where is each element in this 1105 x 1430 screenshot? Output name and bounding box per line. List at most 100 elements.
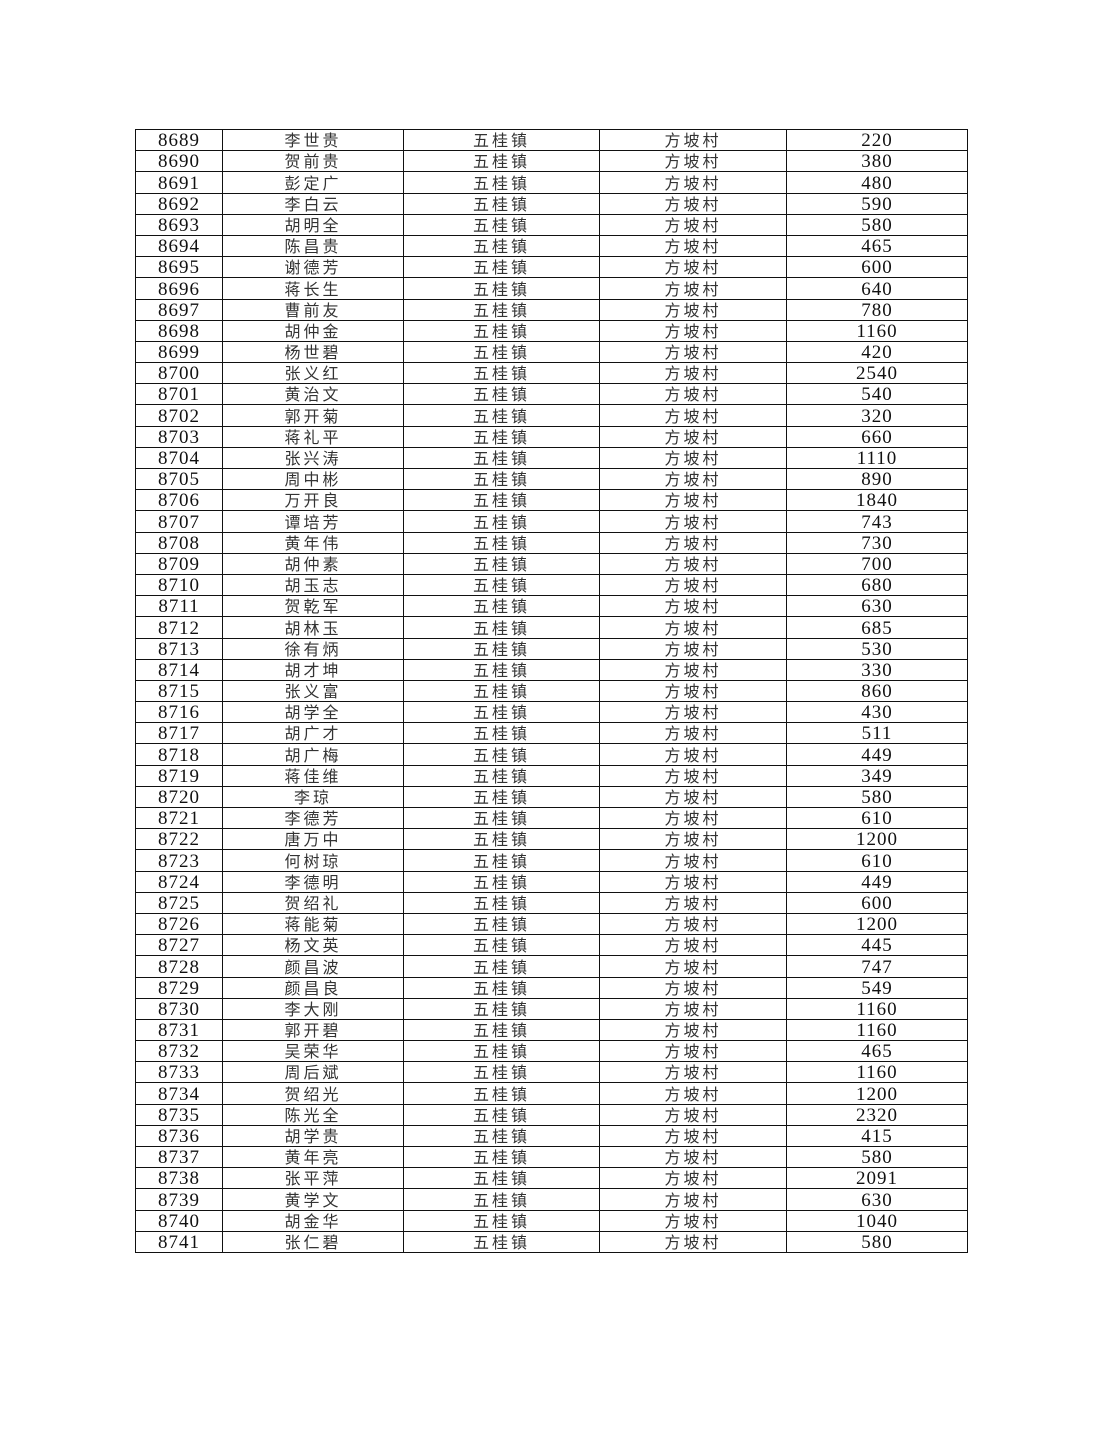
cell-village: 方坡村 — [599, 722, 787, 745]
table-row: 8709 胡仲素 五桂镇 方坡村 700 — [135, 552, 968, 575]
cell-town: 五桂镇 — [403, 489, 600, 512]
table-row: 8722 唐万中 五桂镇 方坡村 1200 — [135, 828, 968, 851]
cell-name: 贺前贵 — [222, 150, 404, 173]
cell-amount: 2540 — [786, 362, 968, 385]
cell-village: 方坡村 — [599, 764, 787, 787]
cell-id: 8697 — [135, 298, 223, 321]
cell-id: 8689 — [135, 128, 223, 152]
cell-village: 方坡村 — [599, 383, 787, 406]
cell-town: 五桂镇 — [403, 213, 600, 236]
cell-village: 方坡村 — [599, 701, 787, 724]
cell-name: 黄年亮 — [222, 1145, 404, 1169]
cell-town: 五桂镇 — [403, 870, 600, 893]
cell-name: 颜昌波 — [222, 955, 404, 978]
cell-id: 8741 — [135, 1230, 223, 1253]
cell-village: 方坡村 — [599, 828, 787, 851]
cell-id: 8690 — [135, 150, 223, 173]
table-row: 8716 胡学全 五桂镇 方坡村 430 — [135, 701, 968, 724]
cell-village: 方坡村 — [599, 467, 787, 491]
table-row: 8734 贺绍光 五桂镇 方坡村 1200 — [135, 1082, 968, 1105]
cell-name: 李琼 — [222, 785, 404, 809]
cell-village: 方坡村 — [599, 1188, 787, 1211]
cell-id: 8700 — [135, 362, 223, 385]
cell-id: 8729 — [135, 976, 223, 999]
cell-village: 方坡村 — [599, 489, 787, 512]
cell-id: 8730 — [135, 997, 223, 1020]
cell-name: 蒋佳维 — [222, 764, 404, 787]
cell-town: 五桂镇 — [403, 404, 600, 427]
cell-village: 方坡村 — [599, 1145, 787, 1169]
cell-town: 五桂镇 — [403, 955, 600, 978]
cell-village: 方坡村 — [599, 340, 787, 364]
cell-town: 五桂镇 — [403, 128, 600, 152]
cell-id: 8722 — [135, 828, 223, 851]
cell-amount: 610 — [786, 849, 968, 872]
cell-town: 五桂镇 — [403, 1230, 600, 1253]
cell-amount: 540 — [786, 383, 968, 406]
cell-id: 8698 — [135, 319, 223, 342]
cell-amount: 449 — [786, 743, 968, 766]
cell-village: 方坡村 — [599, 298, 787, 321]
cell-amount: 2320 — [786, 1103, 968, 1126]
cell-name: 吴荣华 — [222, 1040, 404, 1063]
cell-id: 8717 — [135, 722, 223, 745]
cell-name: 张义红 — [222, 362, 404, 385]
table-row: 8704 张兴涛 五桂镇 方坡村 1110 — [135, 446, 968, 470]
table-row: 8730 李大刚 五桂镇 方坡村 1160 — [135, 997, 968, 1020]
table-row: 8689 李世贵 五桂镇 方坡村 220 — [135, 128, 968, 152]
cell-town: 五桂镇 — [403, 1167, 600, 1190]
cell-amount: 511 — [786, 722, 968, 745]
cell-village: 方坡村 — [599, 891, 787, 914]
cell-town: 五桂镇 — [403, 510, 600, 533]
cell-id: 8693 — [135, 213, 223, 236]
cell-name: 谢德芳 — [222, 256, 404, 279]
cell-amount: 430 — [786, 701, 968, 724]
cell-village: 方坡村 — [599, 234, 787, 258]
table-row: 8696 蒋长生 五桂镇 方坡村 640 — [135, 277, 968, 300]
cell-name: 胡金华 — [222, 1209, 404, 1232]
cell-name: 李白云 — [222, 192, 404, 215]
cell-amount: 580 — [786, 1230, 968, 1253]
table-row: 8713 徐有炳 五桂镇 方坡村 530 — [135, 637, 968, 660]
cell-village: 方坡村 — [599, 976, 787, 999]
cell-village: 方坡村 — [599, 679, 787, 703]
cell-town: 五桂镇 — [403, 849, 600, 872]
table-row: 8719 蒋佳维 五桂镇 方坡村 349 — [135, 764, 968, 787]
table-row: 8735 陈光全 五桂镇 方坡村 2320 — [135, 1103, 968, 1126]
cell-town: 五桂镇 — [403, 277, 600, 300]
table-row: 8710 胡玉志 五桂镇 方坡村 680 — [135, 573, 968, 597]
cell-town: 五桂镇 — [403, 997, 600, 1020]
table-row: 8727 杨文英 五桂镇 方坡村 445 — [135, 934, 968, 957]
cell-town: 五桂镇 — [403, 1188, 600, 1211]
cell-amount: 1840 — [786, 489, 968, 512]
cell-village: 方坡村 — [599, 595, 787, 618]
table-row: 8739 黄学文 五桂镇 方坡村 630 — [135, 1188, 968, 1211]
cell-village: 方坡村 — [599, 1061, 787, 1084]
table-row: 8717 胡广才 五桂镇 方坡村 511 — [135, 722, 968, 745]
table-row: 8715 张义富 五桂镇 方坡村 860 — [135, 679, 968, 703]
cell-amount: 743 — [786, 510, 968, 533]
cell-amount: 580 — [786, 1145, 968, 1169]
table-row: 8700 张义红 五桂镇 方坡村 2540 — [135, 362, 968, 385]
cell-name: 彭定广 — [222, 171, 404, 194]
cell-amount: 1200 — [786, 1082, 968, 1105]
cell-amount: 630 — [786, 595, 968, 618]
cell-id: 8724 — [135, 870, 223, 893]
cell-name: 李德芳 — [222, 806, 404, 830]
table-row: 8701 黄治文 五桂镇 方坡村 540 — [135, 383, 968, 406]
cell-id: 8694 — [135, 234, 223, 258]
cell-name: 杨世碧 — [222, 340, 404, 364]
cell-amount: 1040 — [786, 1209, 968, 1232]
cell-town: 五桂镇 — [403, 425, 600, 448]
cell-town: 五桂镇 — [403, 1061, 600, 1084]
cell-amount: 549 — [786, 976, 968, 999]
cell-town: 五桂镇 — [403, 1145, 600, 1169]
table-row: 8693 胡明全 五桂镇 方坡村 580 — [135, 213, 968, 236]
cell-village: 方坡村 — [599, 150, 787, 173]
cell-amount: 780 — [786, 298, 968, 321]
cell-name: 胡林玉 — [222, 616, 404, 639]
cell-amount: 1160 — [786, 1061, 968, 1084]
cell-town: 五桂镇 — [403, 340, 600, 364]
cell-id: 8706 — [135, 489, 223, 512]
cell-village: 方坡村 — [599, 319, 787, 342]
